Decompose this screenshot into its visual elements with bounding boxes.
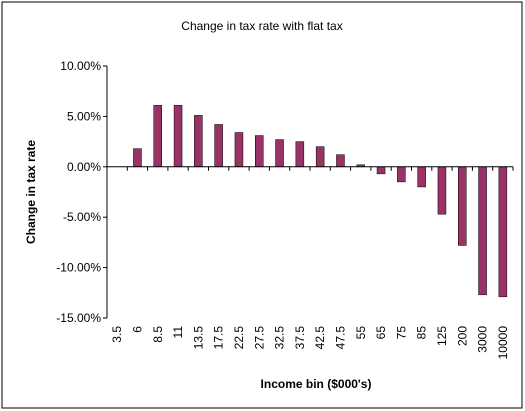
x-tick-label: 125 xyxy=(435,326,449,346)
x-tick-label: 6 xyxy=(130,326,144,333)
bar-11 xyxy=(173,105,183,168)
y-axis-title: Change in tax rate xyxy=(24,140,38,244)
x-tick-label: 22.5 xyxy=(232,326,246,350)
x-tick-label: 13.5 xyxy=(191,326,205,350)
bar-42.5 xyxy=(315,146,325,168)
bar-8.5 xyxy=(153,105,162,168)
bar-75 xyxy=(397,166,406,183)
chart-title: Change in tax rate with flat tax xyxy=(181,19,342,33)
x-tick-label: 11 xyxy=(171,326,185,339)
x-tick-label: 65 xyxy=(374,326,388,340)
x-tick-label: 3000 xyxy=(476,326,490,353)
x-tick-label: 27.5 xyxy=(252,326,266,350)
bar-17.5 xyxy=(214,124,223,168)
x-tick-label: 17.5 xyxy=(212,326,226,350)
y-tick-label: -10.00% xyxy=(56,261,101,275)
y-tick-label: 10.00% xyxy=(60,59,101,73)
bar-85 xyxy=(417,166,426,188)
bar-22.5 xyxy=(234,132,244,168)
x-tick-label: 200 xyxy=(455,326,469,346)
bar-3000 xyxy=(478,166,487,296)
bar-32.5 xyxy=(275,139,284,168)
x-tick-label: 32.5 xyxy=(273,326,287,350)
bar-37.5 xyxy=(295,141,305,168)
bar-13.5 xyxy=(194,115,203,168)
bar-27.5 xyxy=(255,135,264,168)
bar-65 xyxy=(376,166,386,175)
x-tick-label: 42.5 xyxy=(313,326,327,350)
y-tick-label: -5.00% xyxy=(63,210,101,224)
x-tick-label: 55 xyxy=(354,326,368,340)
y-tick-label: 5.00% xyxy=(67,109,101,123)
bar-125 xyxy=(437,166,447,215)
bar-6 xyxy=(133,148,142,168)
bar-10000 xyxy=(498,166,508,298)
x-tick-label: 10000 xyxy=(496,326,510,360)
x-tick-label: 75 xyxy=(394,326,408,340)
x-tick-label: 3.5 xyxy=(110,326,124,343)
y-tick-label: -15.00% xyxy=(56,311,101,325)
x-axis-title: Income bin ($000's) xyxy=(261,377,372,391)
y-axis: 10.00% 5.00% 0.00% -5.00% -10.00% -15.00% xyxy=(56,59,108,325)
y-tick-label: 0.00% xyxy=(67,160,101,174)
x-axis: 3.5 6 8.5 11 13.5 17.5 22.5 27.5 32.5 37.5 42.5 47.… xyxy=(106,166,514,360)
x-tick-label: 85 xyxy=(415,326,429,340)
x-tick-label: 8.5 xyxy=(151,326,165,343)
bar-200 xyxy=(458,166,467,246)
x-tick-label: 47.5 xyxy=(333,326,347,350)
bar-47.5 xyxy=(336,154,345,168)
x-tick-label: 37.5 xyxy=(293,326,307,350)
